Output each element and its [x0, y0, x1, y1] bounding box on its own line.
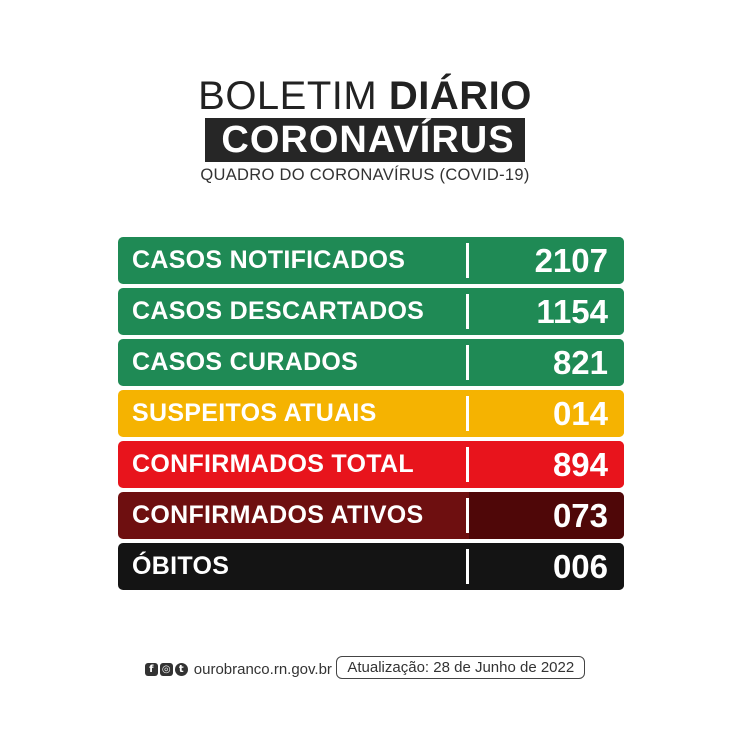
row-value: 073 [552, 497, 608, 534]
twitter-icon[interactable]: t [174, 663, 188, 676]
social-icons: f ◎ t [144, 663, 188, 676]
facebook-icon[interactable]: f [144, 663, 158, 676]
value-background [469, 441, 624, 488]
row-casos-descartados: CASOS DESCARTADOS 1154 [118, 288, 624, 335]
row-obitos: ÓBITOS 006 [118, 543, 624, 590]
website-link[interactable]: ourobranco.rn.gov.br [193, 661, 332, 678]
row-label: SUSPEITOS ATUAIS [132, 399, 377, 427]
title-bold: DIÁRIO [388, 74, 532, 118]
row-label: CASOS DESCARTADOS [132, 297, 425, 325]
value-background [469, 390, 624, 437]
footer: f ◎ t ourobranco.rn.gov.br Atualização: … [0, 651, 730, 679]
row-divider [466, 549, 469, 584]
row-label: CASOS NOTIFICADOS [132, 246, 406, 274]
bulletin-title: BOLETIM DIÁRIO [0, 76, 730, 116]
row-divider [466, 396, 469, 431]
value-background [469, 492, 624, 539]
row-divider [466, 243, 469, 278]
row-casos-notificados: CASOS NOTIFICADOS 2107 [118, 237, 624, 284]
row-divider [466, 294, 469, 329]
row-label: ÓBITOS [132, 552, 230, 580]
subtitle: QUADRO DO CORONAVÍRUS (COVID-19) [200, 166, 530, 184]
row-value: 006 [552, 548, 608, 585]
row-value: 2107 [534, 242, 608, 279]
coronavirus-banner: CORONAVÍRUS [205, 118, 525, 162]
row-divider [466, 447, 469, 482]
row-value: 821 [552, 344, 608, 381]
value-background [469, 288, 624, 335]
row-casos-curados: CASOS CURADOS 821 [118, 339, 624, 386]
row-value: 894 [552, 446, 608, 483]
update-date: Atualização: 28 de Junho de 2022 [336, 656, 586, 679]
row-value: 014 [552, 395, 608, 432]
stats-table: CASOS NOTIFICADOS 2107 CASOS DESCARTADOS… [118, 237, 624, 594]
value-background [469, 339, 624, 386]
social-line: f ◎ t ourobranco.rn.gov.br [144, 661, 332, 678]
title-light: BOLETIM [198, 74, 378, 118]
row-label: CONFIRMADOS TOTAL [132, 450, 414, 478]
instagram-icon[interactable]: ◎ [159, 663, 173, 676]
row-divider [466, 498, 469, 533]
row-confirmados-total: CONFIRMADOS TOTAL 894 [118, 441, 624, 488]
value-background [469, 237, 624, 284]
row-value: 1154 [536, 293, 608, 330]
row-label: CONFIRMADOS ATIVOS [132, 501, 424, 529]
value-background [469, 543, 624, 590]
row-label: CASOS CURADOS [132, 348, 359, 376]
row-divider [466, 345, 469, 380]
row-confirmados-ativos: CONFIRMADOS ATIVOS 073 [118, 492, 624, 539]
header: BOLETIM DIÁRIO CORONAVÍRUS QUADRO DO COR… [0, 76, 730, 185]
row-suspeitos-atuais: SUSPEITOS ATUAIS 014 [118, 390, 624, 437]
